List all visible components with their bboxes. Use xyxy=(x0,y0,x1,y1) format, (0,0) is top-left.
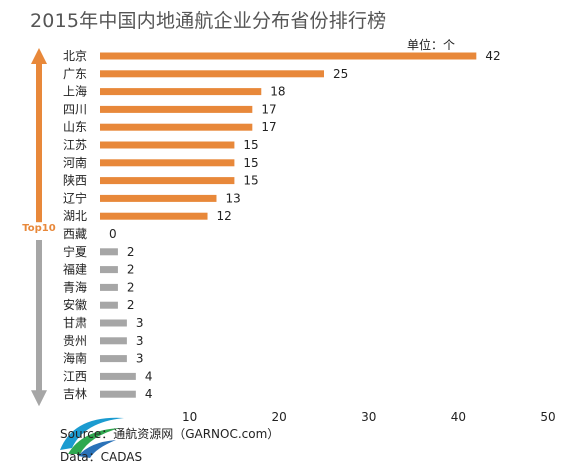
value-label: 15 xyxy=(243,138,258,152)
value-label: 3 xyxy=(136,352,144,366)
bar xyxy=(100,177,235,185)
value-label: 2 xyxy=(127,298,135,312)
category-label: 青海 xyxy=(63,279,87,294)
category-label: 甘肃 xyxy=(63,316,87,330)
category-label: 河南 xyxy=(63,155,87,170)
bar xyxy=(100,248,118,256)
value-label: 13 xyxy=(225,191,240,205)
value-label: 3 xyxy=(136,334,144,348)
bar xyxy=(100,372,136,380)
bar xyxy=(100,88,262,96)
category-label: 贵州 xyxy=(63,334,87,348)
category-label: 四川 xyxy=(63,102,87,116)
category-label: 陕西 xyxy=(63,173,87,188)
bar xyxy=(100,301,118,309)
value-label: 15 xyxy=(243,174,258,188)
data-source-note: Data：CADAS xyxy=(60,450,143,464)
value-label: 2 xyxy=(127,263,135,277)
value-label: 18 xyxy=(270,85,285,99)
chart-title: 2015年中国内地通航企业分布省份排行榜 xyxy=(30,10,387,32)
bar xyxy=(100,159,235,167)
bar xyxy=(100,194,217,202)
bar xyxy=(100,141,235,149)
bar xyxy=(100,319,127,327)
value-label: 4 xyxy=(145,387,153,401)
category-label: 福建 xyxy=(63,262,87,277)
value-label: 17 xyxy=(261,120,276,134)
source-note: Source：通航资源网（GARNOC.com） xyxy=(60,427,280,441)
unit-label: 单位：个 xyxy=(407,37,455,52)
value-label: 3 xyxy=(136,316,144,330)
category-label: 广东 xyxy=(63,67,87,81)
value-label: 42 xyxy=(485,49,500,63)
value-label: 0 xyxy=(109,227,117,241)
value-label: 15 xyxy=(243,156,258,170)
value-label: 2 xyxy=(127,280,135,294)
x-tick-label: 10 xyxy=(182,410,197,424)
bar xyxy=(100,390,136,398)
top-arrow-head xyxy=(31,48,47,64)
bar xyxy=(100,70,324,78)
bar xyxy=(100,123,253,131)
top10-label: Top10 xyxy=(22,223,55,234)
top-arrow-shaft xyxy=(36,62,42,223)
category-label: 北京 xyxy=(63,49,87,63)
value-label: 25 xyxy=(333,67,348,81)
category-label: 江苏 xyxy=(63,138,87,152)
x-tick-label: 30 xyxy=(361,410,376,424)
x-tick-label: 50 xyxy=(540,410,555,424)
x-tick-label: 40 xyxy=(451,410,466,424)
value-label: 12 xyxy=(217,209,232,223)
category-label: 宁夏 xyxy=(63,244,87,259)
value-label: 17 xyxy=(261,102,276,116)
category-label: 海南 xyxy=(63,351,87,366)
logo-icon xyxy=(54,410,134,469)
category-label: 江西 xyxy=(63,369,87,383)
bottom-arrow-shaft xyxy=(36,240,42,393)
x-tick-label: 20 xyxy=(272,410,287,424)
value-label: 2 xyxy=(127,245,135,259)
bar xyxy=(100,52,477,60)
bar xyxy=(100,212,208,220)
bar xyxy=(100,355,127,363)
category-label: 山东 xyxy=(63,120,87,134)
category-label: 安徽 xyxy=(63,297,87,312)
bar xyxy=(100,266,118,274)
bar xyxy=(100,283,118,291)
category-label: 吉林 xyxy=(63,387,87,401)
bar xyxy=(100,337,127,345)
category-label: 上海 xyxy=(63,84,87,99)
bottom-arrow-head xyxy=(31,390,47,407)
bar xyxy=(100,105,253,113)
category-label: 湖北 xyxy=(63,208,87,223)
category-label: 西藏 xyxy=(63,227,87,241)
category-label: 辽宁 xyxy=(63,190,87,205)
value-label: 4 xyxy=(145,369,153,383)
